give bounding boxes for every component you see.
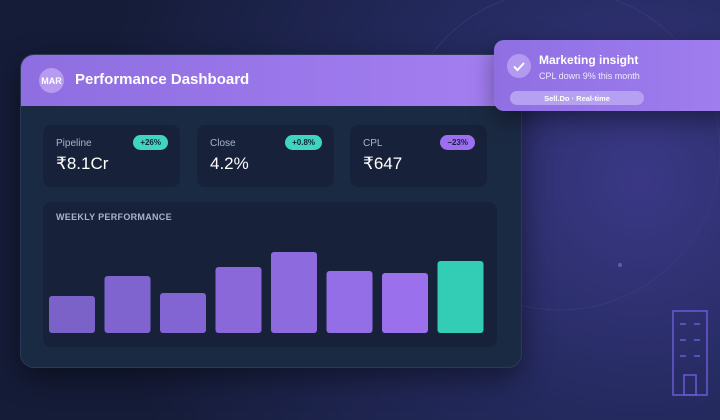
kpi-card: Pipeline ₹8.1Cr +26% — [43, 125, 180, 187]
dashboard-card: MAR Performance Dashboard WEEKLY PERFORM… — [20, 54, 522, 368]
kpi-value: ₹8.1Cr — [56, 154, 109, 173]
dashboard-title: Performance Dashboard — [75, 71, 250, 88]
avatar-badge: MAR — [39, 68, 64, 93]
bar — [104, 276, 151, 333]
notification[interactable]: Marketing insight CPL down 9% this month… — [494, 40, 720, 111]
bar — [326, 271, 373, 333]
kpi-value: ₹647 — [363, 154, 403, 173]
kpi-value: 4.2% — [210, 154, 249, 173]
chart-title: WEEKLY PERFORMANCE — [56, 212, 172, 222]
kpi-label: Close — [210, 138, 236, 149]
notification-text: CPL down 9% this month — [539, 71, 640, 81]
kpi-delta: +0.8% — [285, 135, 322, 150]
kpi-label: Pipeline — [56, 138, 92, 149]
bar — [160, 293, 206, 333]
bar — [215, 267, 262, 333]
check-icon — [507, 54, 531, 78]
notification-tag: Sell.Do · Real-time — [510, 91, 644, 105]
kpi-delta: −23% — [440, 135, 475, 150]
chart — [49, 252, 484, 333]
header: MAR Performance Dashboard — [21, 55, 521, 106]
notification-title: Marketing insight — [539, 53, 639, 67]
kpi-label: CPL — [363, 138, 383, 149]
bar — [437, 261, 484, 333]
bar — [49, 296, 95, 333]
bar — [271, 252, 317, 333]
kpi-card: Close 4.2% +0.8% — [197, 125, 334, 187]
kpi-delta: +26% — [133, 135, 168, 150]
chart-panel: WEEKLY PERFORMANCE — [43, 202, 497, 347]
kpi-card: CPL ₹647 −23% — [350, 125, 487, 187]
bar — [382, 273, 428, 333]
